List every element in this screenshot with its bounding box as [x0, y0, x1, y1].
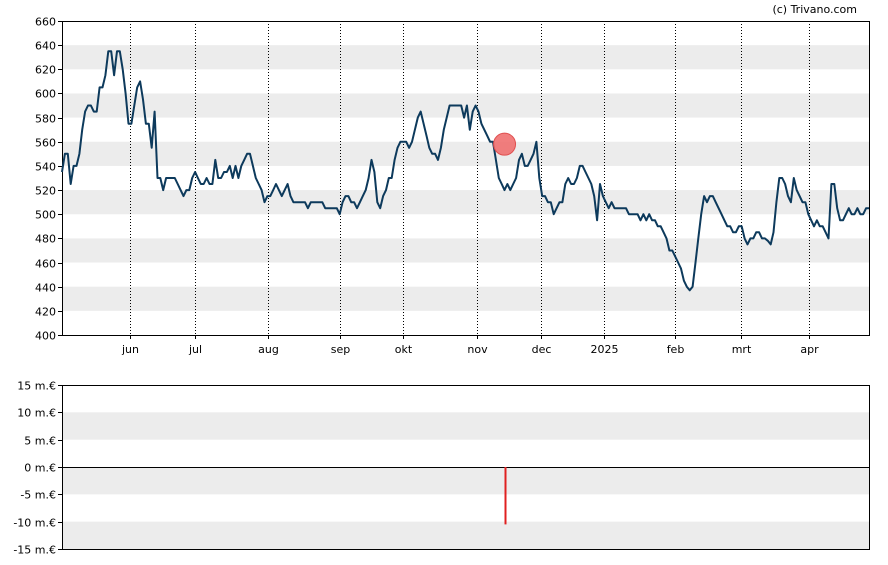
volume-grid-band	[62, 467, 869, 495]
event-marker	[493, 132, 517, 156]
volume-y-tick-label: -10 m.€	[13, 517, 56, 530]
volume-grid-band	[62, 521, 869, 549]
volume-y-tick-label: -15 m.€	[13, 544, 56, 557]
y-tick-label: 440	[35, 282, 56, 295]
x-tick-label: okt	[395, 343, 413, 356]
price-grid-band	[62, 190, 869, 215]
volume-y-tick-label: 15 m.€	[17, 380, 56, 393]
volume-y-tick-label: 0 m.€	[24, 462, 56, 475]
volume-y-tick-label: -5 m.€	[20, 489, 56, 502]
x-tick-label: aug	[258, 343, 279, 356]
y-tick-label: 580	[35, 113, 56, 126]
price-grid-band	[62, 45, 869, 70]
y-tick-label: 640	[35, 40, 56, 53]
x-tick-label: jul	[188, 343, 202, 356]
volume-plot-frame	[62, 385, 870, 550]
credit-text: (c) Trivano.com	[772, 3, 857, 16]
y-tick-label: 420	[35, 306, 56, 319]
price-grid-band	[62, 141, 869, 166]
x-tick-label: jun	[121, 343, 139, 356]
price-series-line	[61, 50, 869, 292]
y-tick-label: 600	[35, 88, 56, 101]
x-tick-label: sep	[331, 343, 350, 356]
price-grid-band	[62, 286, 869, 311]
y-tick-label: 500	[35, 209, 56, 222]
y-tick-label: 400	[35, 330, 56, 343]
x-tick-label: nov	[467, 343, 488, 356]
volume-y-tick-label: 5 m.€	[24, 435, 56, 448]
x-tick-label: mrt	[732, 343, 752, 356]
y-tick-label: 560	[35, 137, 56, 150]
x-tick-label: 2025	[591, 343, 619, 356]
y-tick-label: 460	[35, 258, 56, 271]
price-grid-band	[62, 238, 869, 263]
y-tick-label: 540	[35, 161, 56, 174]
volume-panel: -15 m.€ -10 m.€ -5 m.€ 0 m.€ 5 m.€ 10 m.€ 15 m…	[13, 380, 870, 557]
volume-y-tick-label: 10 m.€	[17, 407, 56, 420]
x-tick-label: feb	[667, 343, 685, 356]
x-tick-label: apr	[800, 343, 819, 356]
y-tick-label: 620	[35, 64, 56, 77]
y-tick-label: 520	[35, 185, 56, 198]
y-tick-label: 480	[35, 233, 56, 246]
price-plot-frame	[62, 21, 870, 336]
price-panel: jun jul aug sep okt nov dec 2025 feb mrt apr 400 420…	[35, 16, 870, 356]
y-tick-label: 660	[35, 16, 56, 29]
x-tick-label: dec	[532, 343, 552, 356]
volume-grid-band	[62, 412, 869, 440]
